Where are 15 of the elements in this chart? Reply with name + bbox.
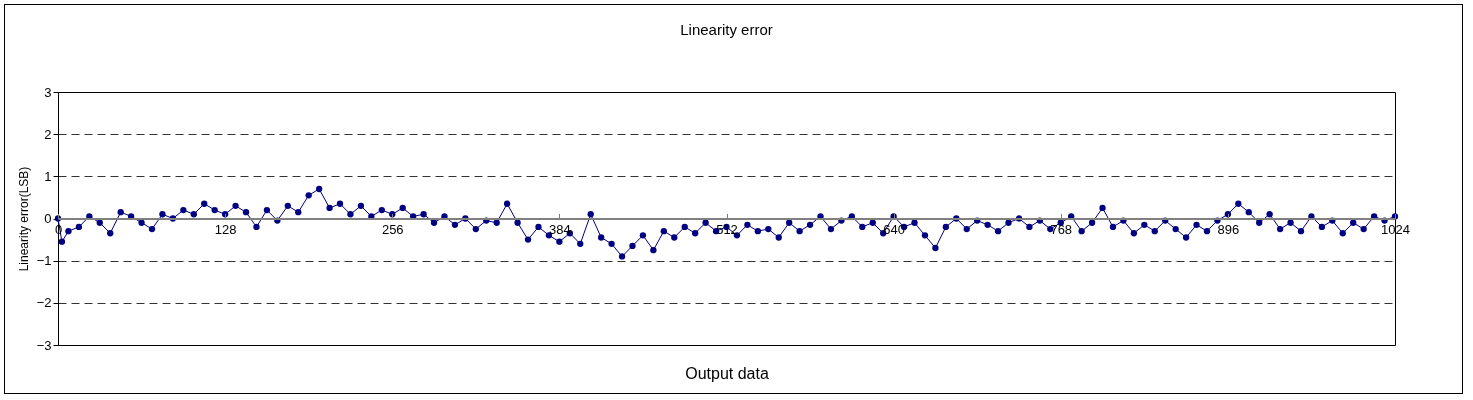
x-tick-label: 128 xyxy=(214,222,237,237)
x-tick-label: 256 xyxy=(381,222,404,237)
x-axis-title: Output data xyxy=(685,364,769,382)
x-tick-label: 768 xyxy=(1050,222,1073,237)
x-tick-label: 896 xyxy=(1217,222,1240,237)
y-tick-label: −3 xyxy=(36,337,52,353)
y-tick-label: −2 xyxy=(36,295,52,311)
x-tick-label: 384 xyxy=(549,222,571,237)
y-tick-label: 1 xyxy=(44,168,52,184)
y-axis-title: Linearity error(LSB) xyxy=(16,166,31,272)
chart-title: Linearity error xyxy=(680,21,773,38)
y-tick-label: 3 xyxy=(44,84,52,100)
y-tick-label: 2 xyxy=(44,126,52,142)
y-tick-label: 0 xyxy=(44,211,52,226)
y-tick-label: −1 xyxy=(36,253,52,269)
